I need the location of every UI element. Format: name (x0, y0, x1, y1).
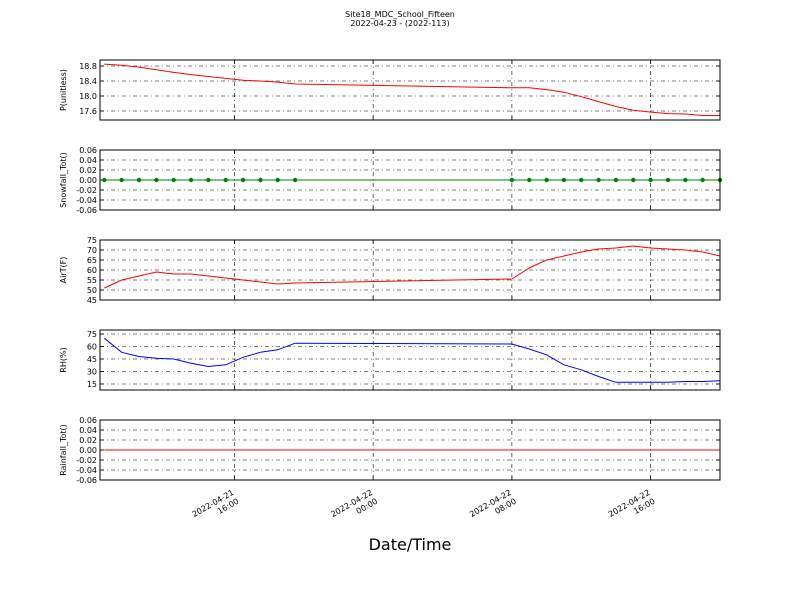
y-tick-label: 30 (87, 368, 97, 377)
y-tick-label: 15 (87, 380, 97, 389)
x-axis-label: Date/Time (369, 535, 452, 554)
y-axis-label: P(unitless) (59, 69, 68, 111)
y-tick-label: 75 (87, 236, 97, 245)
data-point (631, 177, 636, 183)
axes-frame (99, 239, 721, 301)
x-tick-label: 2022-04-2200:00 (329, 488, 379, 528)
y-tick-label: -0.02 (76, 186, 97, 195)
data-line (103, 337, 721, 383)
x-tick-label: 2022-04-2208:00 (468, 488, 518, 528)
data-line (104, 63, 720, 116)
data-point (596, 177, 601, 183)
y-tick-label: 18.4 (79, 77, 97, 86)
data-point (154, 177, 159, 183)
y-tick-label: 50 (87, 286, 97, 295)
data-point (223, 177, 228, 183)
data-point (613, 177, 619, 183)
data-point (102, 177, 107, 183)
data-point (188, 177, 194, 183)
y-tick-label: 17.6 (79, 107, 97, 116)
x-tick-label: 2022-04-2116:00 (191, 488, 241, 528)
y-tick-label: 45 (87, 355, 97, 364)
chart-title: Site18_MDC_School_Fifteen (345, 10, 455, 19)
y-axis-label: Rainfall_Tot() (59, 424, 68, 476)
y-tick-label: -0.06 (76, 206, 97, 215)
data-point (258, 177, 263, 183)
x-tick-label: 2022-04-2216:00 (607, 488, 657, 528)
y-tick-label: 60 (87, 343, 97, 352)
data-point (136, 177, 142, 183)
data-point (292, 177, 298, 183)
y-axis-label: AirT(F) (59, 257, 68, 284)
y-tick-label: -0.02 (76, 456, 97, 465)
data-point (509, 177, 515, 183)
data-point (171, 177, 176, 183)
y-tick-label: 0.02 (79, 436, 97, 445)
axes-frame (99, 59, 721, 121)
data-point (579, 177, 584, 183)
data-point (648, 177, 653, 183)
data-point (700, 177, 705, 183)
axes-frame (99, 149, 721, 211)
y-tick-label: 65 (87, 256, 97, 265)
y-tick-label: 0.00 (79, 176, 97, 185)
y-tick-label: 0.06 (79, 146, 97, 155)
y-tick-label: -0.04 (76, 196, 97, 205)
data-point (561, 177, 567, 183)
axes-frame (99, 419, 721, 481)
y-tick-label: 60 (87, 266, 97, 275)
data-point (527, 177, 532, 183)
y-tick-label: 0.00 (79, 446, 97, 455)
data-point (275, 177, 280, 183)
data-point (206, 177, 211, 183)
y-tick-label: 45 (87, 296, 97, 305)
chart-subtitle: 2022-04-23 - (2022-113) (350, 19, 449, 28)
data-point (544, 177, 549, 183)
data-point (683, 177, 688, 183)
data-point (665, 177, 671, 183)
data-line (104, 245, 721, 289)
y-tick-label: 0.02 (79, 166, 97, 175)
y-tick-label: 0.04 (79, 156, 97, 165)
y-tick-label: 18.0 (79, 92, 97, 101)
y-tick-label: -0.06 (76, 476, 97, 485)
y-axis-label: RH(%) (59, 347, 68, 372)
y-tick-label: 55 (87, 276, 97, 285)
y-tick-label: 75 (87, 330, 97, 339)
axes-frame (99, 329, 721, 391)
y-tick-label: 18.8 (79, 62, 97, 71)
y-axis-label: Snowfall_Tot() (59, 152, 68, 208)
data-point (119, 177, 124, 183)
y-tick-label: 0.06 (79, 416, 97, 425)
y-tick-label: 0.04 (79, 426, 97, 435)
data-point (240, 177, 246, 183)
y-tick-label: -0.04 (76, 466, 97, 475)
y-tick-label: 70 (87, 246, 97, 255)
